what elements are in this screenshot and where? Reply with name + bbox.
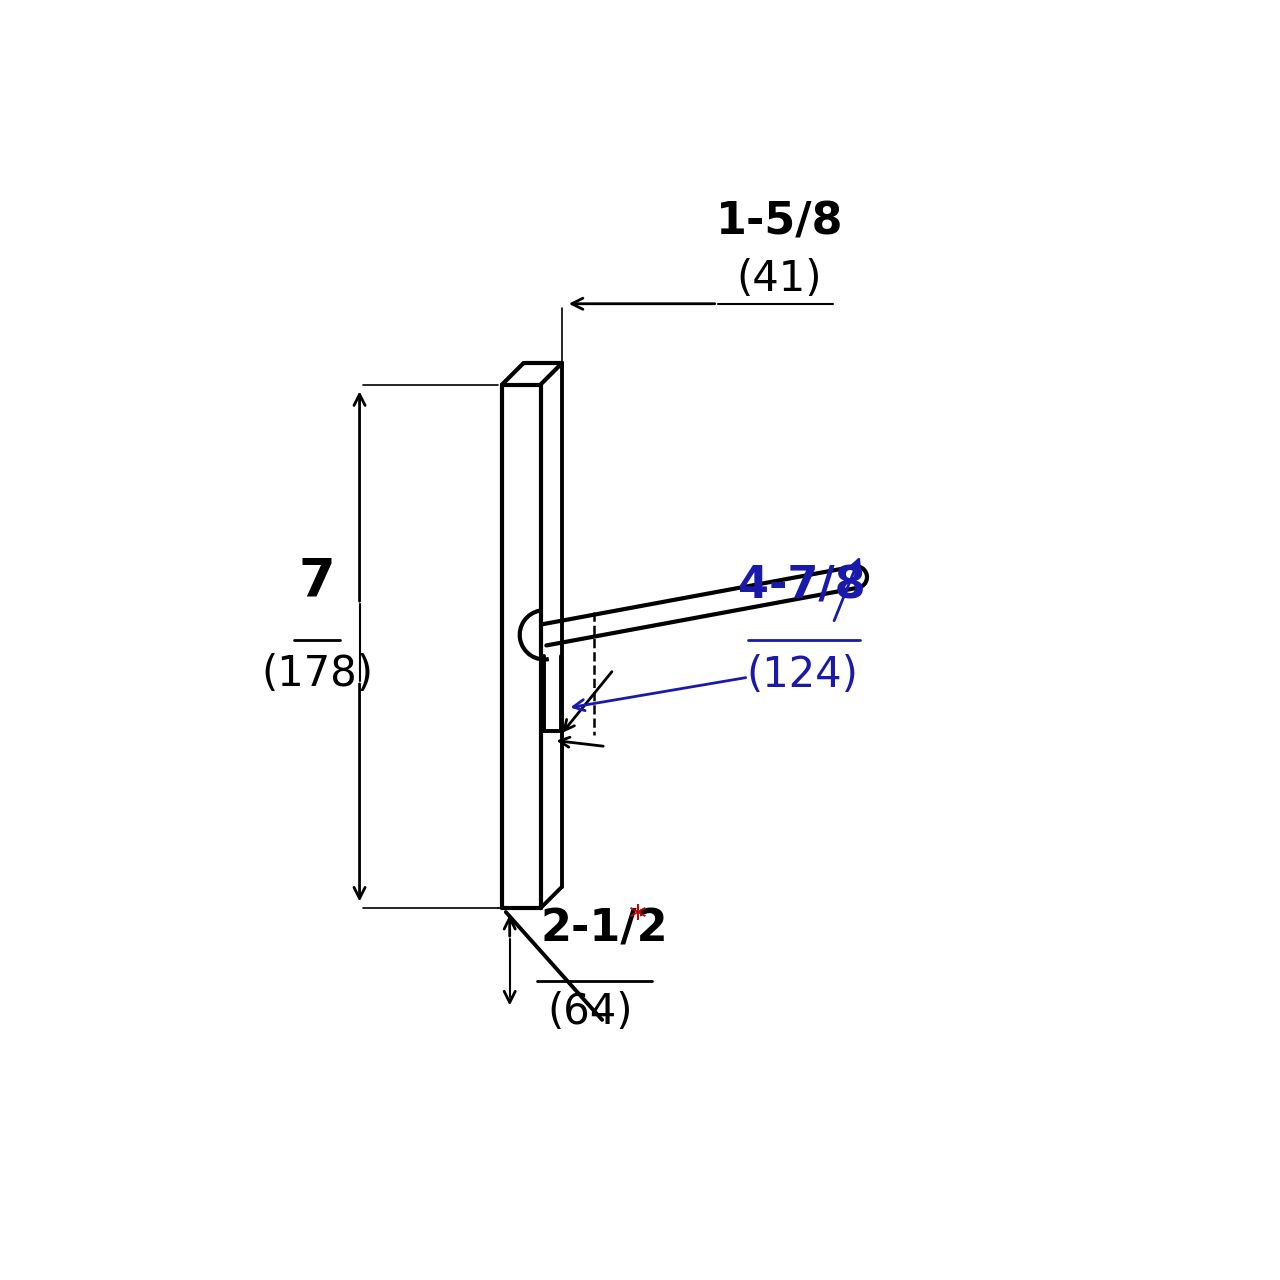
Text: (124): (124) xyxy=(746,654,858,696)
Text: *: * xyxy=(628,902,648,937)
Text: (178): (178) xyxy=(261,653,374,695)
Text: 2-1/2: 2-1/2 xyxy=(540,908,668,951)
Text: 4-7/8: 4-7/8 xyxy=(739,564,867,608)
Text: (64): (64) xyxy=(548,991,634,1033)
Text: 1-5/8: 1-5/8 xyxy=(716,201,844,243)
Text: 7: 7 xyxy=(298,556,335,608)
Text: (41): (41) xyxy=(736,257,822,300)
